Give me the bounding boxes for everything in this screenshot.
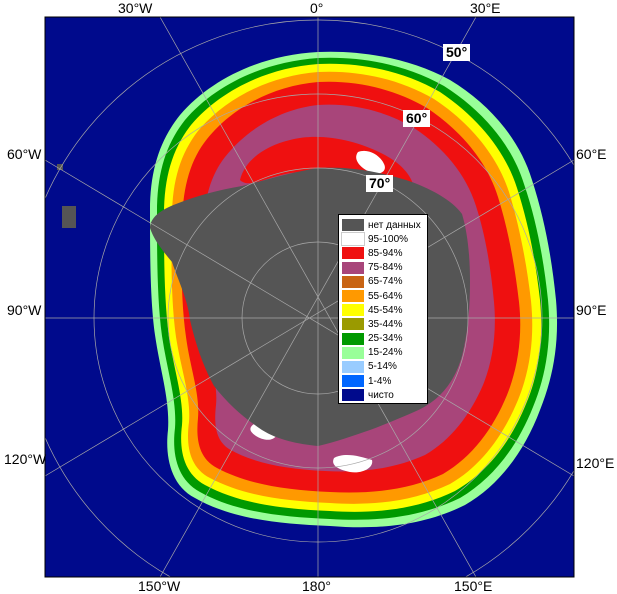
legend-swatch [342, 346, 364, 359]
map-frame [44, 16, 575, 578]
legend-swatch [342, 219, 364, 232]
lon-label-60w: 60°W [7, 146, 42, 162]
lon-label-90e: 90°E [576, 302, 607, 318]
lon-label-120w: 120°W [4, 451, 47, 467]
legend-swatch [342, 360, 364, 373]
legend-label: 45-54% [368, 304, 403, 316]
legend-item: 5-14% [342, 360, 424, 374]
lon-label-150w: 150°W [138, 578, 181, 594]
lon-label-30e: 30°E [470, 0, 501, 16]
legend-item: чисто [342, 388, 424, 402]
legend-swatch [342, 389, 364, 402]
legend-label: 1-4% [368, 375, 392, 387]
concentration-legend: нет данных 95-100% 85-94% 75-84% 65-74% 55-64… [338, 214, 428, 404]
lon-label-90w: 90°W [7, 302, 42, 318]
legend-item: 1-4% [342, 374, 424, 388]
legend-item: 65-74% [342, 275, 424, 289]
lon-label-60e: 60°E [576, 146, 607, 162]
legend-swatch [342, 247, 364, 260]
legend-rows: нет данных 95-100% 85-94% 75-84% 65-74% 55-64… [341, 218, 424, 402]
legend-swatch [342, 318, 364, 331]
legend-item: 75-84% [342, 261, 424, 275]
lon-label-150e: 150°E [454, 578, 493, 594]
ice-patch-95-100-a [356, 150, 385, 174]
legend-item: нет данных [342, 218, 424, 232]
legend-label: 85-94% [368, 247, 403, 259]
legend-label: 75-84% [368, 262, 403, 274]
lat-label-60: 60° [403, 110, 431, 127]
legend-label: 95-100% [368, 233, 409, 245]
legend-label: 5-14% [368, 361, 397, 373]
legend-label: 15-24% [368, 347, 403, 359]
legend-swatch [342, 261, 364, 274]
legend-item: 45-54% [342, 303, 424, 317]
legend-swatch [342, 304, 364, 317]
legend-item: 25-34% [342, 332, 424, 346]
lat-label-50: 50° [443, 44, 471, 61]
legend-item: 35-44% [342, 317, 424, 331]
lon-label-0: 0° [310, 0, 324, 16]
legend-label: чисто [368, 389, 394, 401]
no-data-patch-left [62, 206, 76, 228]
legend-label: 55-64% [368, 290, 403, 302]
legend-item: 85-94% [342, 246, 424, 260]
legend-item: 95-100% [341, 232, 424, 247]
legend-item: 55-64% [342, 289, 424, 303]
lat-label-70: 70° [366, 175, 394, 192]
legend-swatch [342, 275, 364, 288]
legend-label: нет данных [368, 219, 421, 231]
legend-label: 25-34% [368, 333, 403, 345]
no-data-patch-left-small [57, 164, 63, 170]
lon-label-180: 180° [302, 578, 331, 594]
lon-label-120e: 120°E [576, 455, 615, 471]
legend-label: 65-74% [368, 276, 403, 288]
legend-swatch [341, 232, 365, 247]
legend-swatch [342, 375, 364, 388]
legend-item: 15-24% [342, 346, 424, 360]
legend-swatch [342, 332, 364, 345]
legend-swatch [342, 290, 364, 303]
legend-label: 35-44% [368, 318, 403, 330]
lon-label-30w: 30°W [118, 0, 153, 16]
